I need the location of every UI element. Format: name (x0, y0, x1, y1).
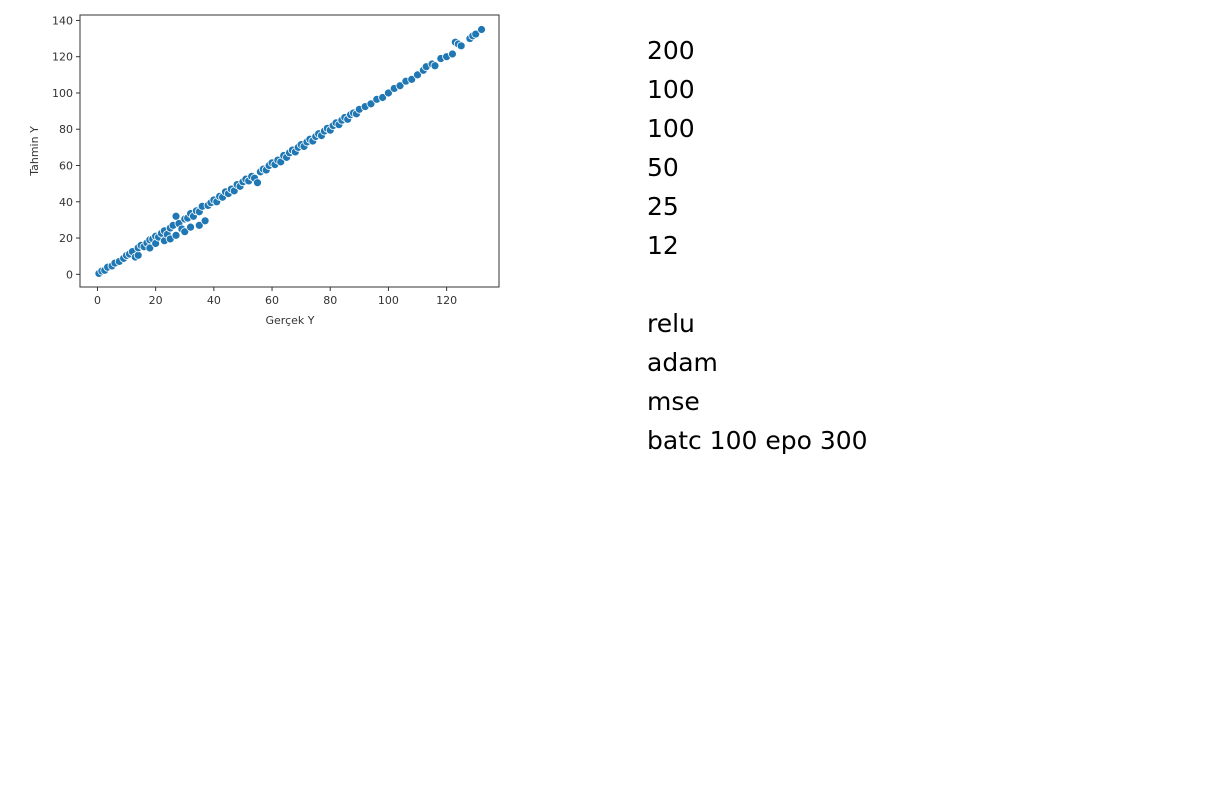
note-line-2: 100 (647, 75, 695, 104)
data-point (471, 29, 481, 39)
note-line-5: 25 (647, 192, 679, 221)
plot-frame (79, 14, 500, 288)
data-points (94, 25, 486, 278)
data-point (448, 49, 457, 59)
y-tick-label: 0 (66, 268, 73, 281)
data-point (180, 227, 190, 237)
x-tick-label: 0 (94, 294, 101, 307)
x-tick-label: 40 (207, 294, 221, 307)
y-tick-label: 60 (59, 160, 73, 173)
data-point (378, 93, 388, 102)
data-point (253, 178, 262, 188)
notes-text-block: 200 100 100 50 25 12 relu adam mse batc … (647, 31, 868, 460)
y-axis-label: Tahmin Y (28, 126, 41, 177)
y-tick-label: 20 (59, 232, 73, 245)
note-line-4: 50 (647, 153, 679, 182)
note-line-batch-epochs: batc 100 epo 300 (647, 426, 868, 455)
note-line-3: 100 (647, 114, 695, 143)
x-tick-label: 80 (323, 294, 337, 307)
data-point (200, 216, 210, 226)
note-line-activation: relu (647, 309, 695, 338)
data-point (145, 243, 155, 253)
y-tick-label: 140 (52, 14, 73, 27)
chart-svg: 0 20 40 60 80 100 120 0 20 40 60 80 100 120 140 Gerçe… (28, 14, 500, 327)
note-line-1: 200 (647, 36, 695, 65)
y-tick-label: 80 (59, 123, 73, 136)
data-point (407, 74, 417, 84)
x-tick-label: 120 (436, 294, 457, 307)
data-point (395, 81, 405, 91)
data-point (477, 25, 486, 34)
note-blank-line (647, 265, 868, 304)
x-tick-label: 20 (149, 294, 163, 307)
data-point (456, 41, 466, 51)
data-point (133, 250, 143, 260)
y-axis-ticks: 0 20 40 60 80 100 120 140 (52, 14, 80, 281)
scatter-chart: 0 20 40 60 80 100 120 0 20 40 60 80 100 120 140 Gerçe… (0, 0, 520, 340)
data-point (171, 211, 181, 221)
data-point (430, 61, 440, 71)
y-tick-label: 120 (52, 51, 73, 64)
x-tick-label: 60 (265, 294, 279, 307)
x-axis-ticks: 0 20 40 60 80 100 120 (94, 287, 457, 307)
x-tick-label: 100 (378, 294, 399, 307)
note-line-optimizer: adam (647, 348, 718, 377)
note-line-loss: mse (647, 387, 700, 416)
data-point (171, 230, 181, 240)
x-axis-label: Gerçek Y (266, 314, 315, 327)
data-point (413, 70, 422, 80)
y-tick-label: 100 (52, 87, 73, 100)
data-point (194, 220, 204, 230)
data-point (366, 99, 376, 109)
data-point (384, 88, 393, 98)
data-point (186, 222, 195, 232)
note-line-6: 12 (647, 231, 679, 260)
y-tick-label: 40 (59, 196, 73, 209)
